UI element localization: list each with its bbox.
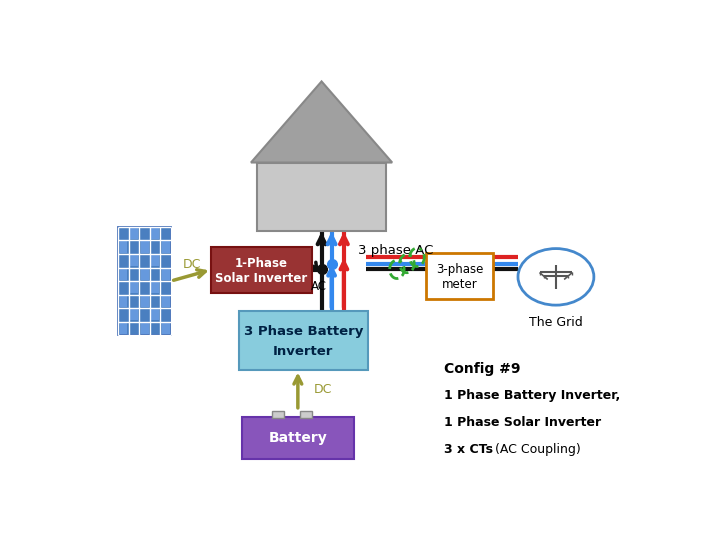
FancyBboxPatch shape <box>242 417 354 459</box>
FancyBboxPatch shape <box>151 267 159 280</box>
Text: Battery: Battery <box>269 431 327 445</box>
FancyBboxPatch shape <box>141 227 148 239</box>
FancyBboxPatch shape <box>130 294 138 307</box>
Text: Config #9: Config #9 <box>444 362 521 376</box>
FancyBboxPatch shape <box>162 281 170 293</box>
FancyBboxPatch shape <box>211 246 312 293</box>
Polygon shape <box>251 82 392 163</box>
FancyBboxPatch shape <box>130 227 138 239</box>
Text: DC: DC <box>313 383 332 396</box>
FancyBboxPatch shape <box>120 308 127 320</box>
FancyBboxPatch shape <box>162 267 170 280</box>
FancyBboxPatch shape <box>426 253 493 299</box>
FancyBboxPatch shape <box>162 227 170 239</box>
FancyBboxPatch shape <box>162 240 170 253</box>
FancyBboxPatch shape <box>120 321 127 334</box>
FancyBboxPatch shape <box>162 254 170 266</box>
FancyBboxPatch shape <box>151 254 159 266</box>
FancyBboxPatch shape <box>141 240 148 253</box>
Text: 1-Phase: 1-Phase <box>235 256 288 269</box>
FancyBboxPatch shape <box>141 321 148 334</box>
Text: The Grid: The Grid <box>529 315 582 328</box>
FancyBboxPatch shape <box>120 227 127 239</box>
Text: 1 Phase Battery Inverter,: 1 Phase Battery Inverter, <box>444 389 621 402</box>
FancyBboxPatch shape <box>151 321 159 334</box>
FancyBboxPatch shape <box>130 267 138 280</box>
FancyBboxPatch shape <box>151 294 159 307</box>
FancyBboxPatch shape <box>118 227 171 335</box>
FancyBboxPatch shape <box>141 308 148 320</box>
FancyBboxPatch shape <box>141 294 148 307</box>
Text: AC: AC <box>311 280 327 293</box>
FancyBboxPatch shape <box>162 321 170 334</box>
FancyBboxPatch shape <box>239 311 368 369</box>
Text: 3 x CTs: 3 x CTs <box>444 443 493 456</box>
Text: meter: meter <box>442 278 477 291</box>
FancyBboxPatch shape <box>271 411 284 418</box>
FancyBboxPatch shape <box>130 308 138 320</box>
FancyBboxPatch shape <box>120 254 127 266</box>
FancyBboxPatch shape <box>130 321 138 334</box>
FancyBboxPatch shape <box>130 254 138 266</box>
FancyBboxPatch shape <box>300 411 312 418</box>
FancyBboxPatch shape <box>120 240 127 253</box>
FancyBboxPatch shape <box>162 308 170 320</box>
FancyBboxPatch shape <box>120 267 127 280</box>
FancyBboxPatch shape <box>130 240 138 253</box>
Text: DC: DC <box>183 258 201 271</box>
FancyBboxPatch shape <box>130 281 138 293</box>
Text: 3 Phase Battery: 3 Phase Battery <box>244 325 363 339</box>
FancyBboxPatch shape <box>151 281 159 293</box>
Text: 1 Phase Solar Inverter: 1 Phase Solar Inverter <box>444 416 601 429</box>
Text: 3 phase AC: 3 phase AC <box>358 244 433 256</box>
FancyBboxPatch shape <box>151 227 159 239</box>
FancyBboxPatch shape <box>151 308 159 320</box>
FancyBboxPatch shape <box>258 163 386 231</box>
Text: Inverter: Inverter <box>274 345 333 358</box>
FancyBboxPatch shape <box>141 254 148 266</box>
Text: Solar Inverter: Solar Inverter <box>215 272 307 285</box>
FancyBboxPatch shape <box>162 294 170 307</box>
FancyBboxPatch shape <box>141 267 148 280</box>
Circle shape <box>518 248 594 305</box>
FancyBboxPatch shape <box>120 294 127 307</box>
Text: 3-phase: 3-phase <box>436 263 483 276</box>
FancyBboxPatch shape <box>120 281 127 293</box>
Text: (AC Coupling): (AC Coupling) <box>491 443 581 456</box>
FancyBboxPatch shape <box>151 240 159 253</box>
FancyBboxPatch shape <box>141 281 148 293</box>
